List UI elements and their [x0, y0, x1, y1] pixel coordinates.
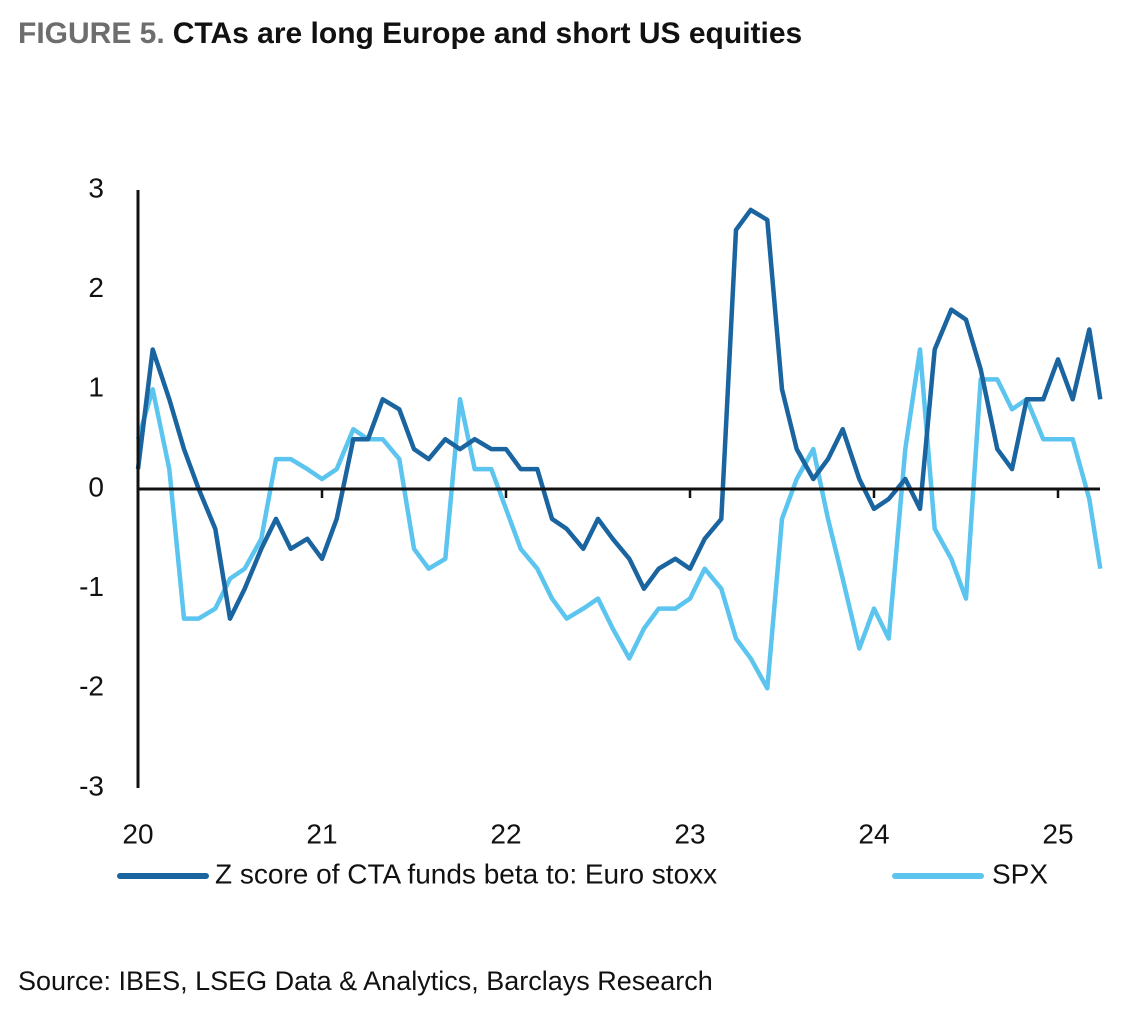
- x-tick-label: 21: [306, 818, 337, 849]
- title-text: CTAs are long Europe and short US equiti…: [173, 17, 803, 50]
- figure-label: FIGURE 5.: [18, 17, 165, 50]
- source-note: Source: IBES, LSEG Data & Analytics, Bar…: [18, 966, 713, 996]
- x-tick-label: 24: [858, 818, 889, 849]
- y-tick-label: -3: [79, 770, 104, 801]
- series-line: [135, 207, 1103, 621]
- y-tick-label: -2: [79, 671, 104, 702]
- x-tick-label: 25: [1042, 818, 1073, 849]
- y-tick-label: 3: [88, 172, 104, 203]
- series-line: [135, 347, 1103, 691]
- x-tick-label: 23: [674, 818, 705, 849]
- y-tick-label: 0: [88, 471, 104, 502]
- x-tick-label: 20: [122, 818, 153, 849]
- legend-label: SPX: [992, 858, 1048, 889]
- y-tick-label: 2: [88, 272, 104, 303]
- y-tick-label: 1: [88, 372, 104, 403]
- x-tick-label: 22: [490, 818, 521, 849]
- y-tick-label: -1: [79, 571, 104, 602]
- legend-label: Z score of CTA funds beta to: Euro stoxx: [215, 858, 717, 889]
- chart-title: FIGURE 5. CTAs are long Europe and short …: [18, 17, 802, 50]
